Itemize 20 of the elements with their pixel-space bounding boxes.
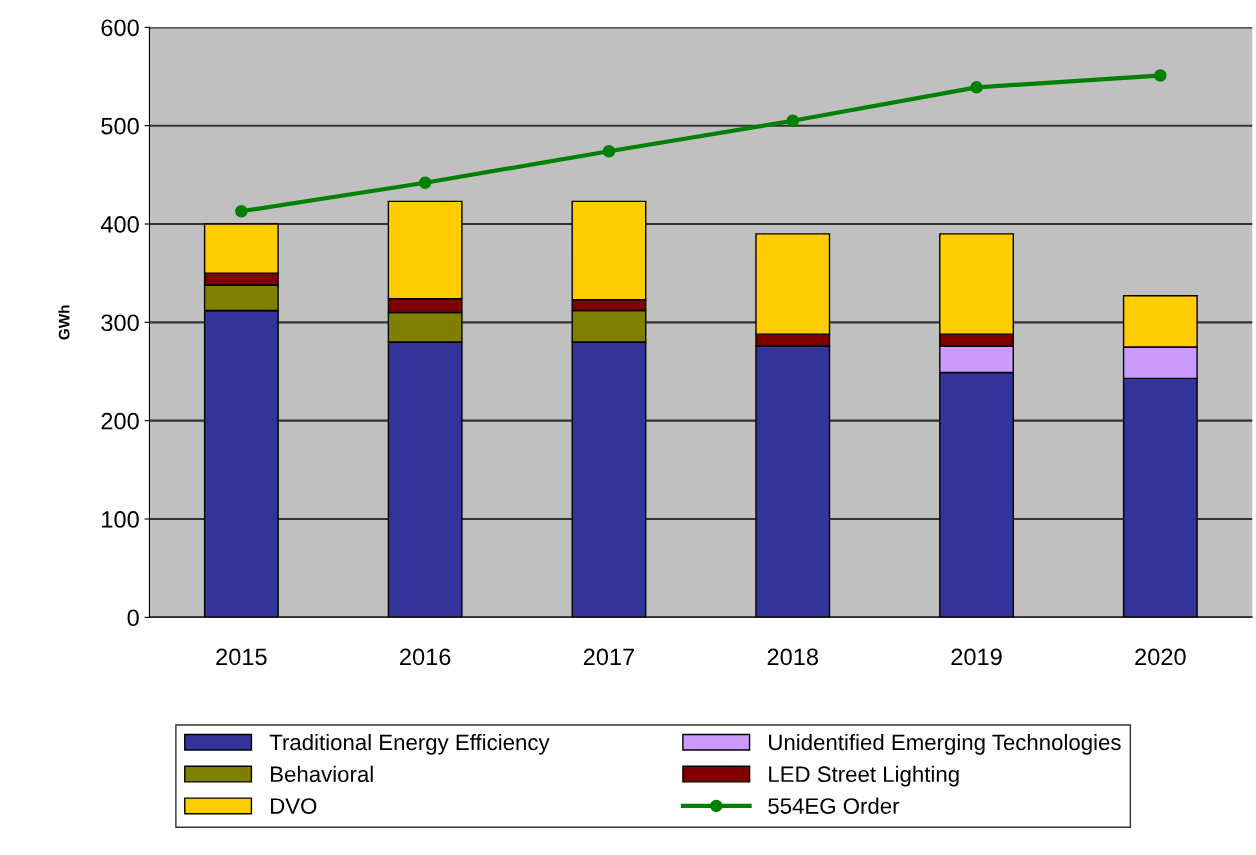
legend-label: Unidentified Emerging Technologies <box>769 733 1121 755</box>
x-tick-label: 2020 <box>1135 648 1186 666</box>
x-tick-label: 2017 <box>583 648 635 666</box>
legend-label: Behavioral <box>271 765 373 783</box>
y-tick-label: 500 <box>101 117 139 135</box>
y-axis-title: GWh <box>58 305 70 340</box>
y-tick-label: 300 <box>101 314 139 332</box>
y-tick-label: 400 <box>100 216 139 233</box>
y-tick-label: 0 <box>127 609 139 627</box>
x-tick-label: 2018 <box>767 648 818 666</box>
legend-label: Traditional Energy Efficiency <box>269 733 550 755</box>
x-tick-label: 2016 <box>400 648 451 666</box>
y-tick-label: 100 <box>102 511 139 528</box>
legend-label: DVO <box>271 798 317 814</box>
y-tick-label: 200 <box>101 412 139 430</box>
legend-label: LED Street Lighting <box>769 765 959 787</box>
x-tick-label: 2015 <box>216 648 267 666</box>
legend-label: 554EG Order <box>768 797 900 814</box>
y-tick-label: 600 <box>101 19 139 37</box>
x-tick-label: 2019 <box>951 648 1002 666</box>
